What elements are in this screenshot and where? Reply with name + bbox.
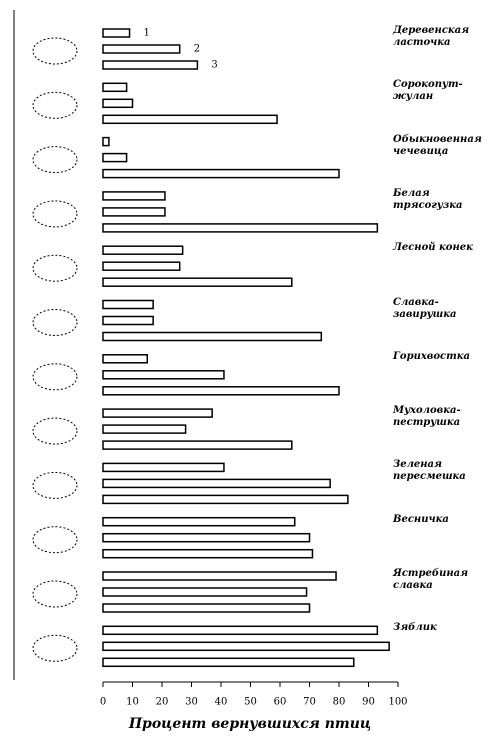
bar <box>102 478 331 489</box>
bar <box>102 191 166 201</box>
bar <box>102 641 390 652</box>
bar <box>102 516 296 527</box>
bird-icon <box>32 146 78 174</box>
bar <box>102 136 110 147</box>
bar <box>102 261 181 271</box>
bar <box>102 277 293 287</box>
species-label: Белая трясогузка <box>393 187 463 211</box>
bar <box>102 603 311 613</box>
bar <box>102 152 128 163</box>
species-label: Горихвостка <box>393 350 470 362</box>
species-label: Обыкновенная чечевица <box>393 133 482 157</box>
bird-icon <box>32 634 78 662</box>
bar <box>102 571 337 581</box>
bar <box>102 114 278 125</box>
bird-icon <box>32 254 78 282</box>
x-tick-label: 90 <box>362 697 375 708</box>
bar <box>102 98 134 109</box>
bar <box>102 370 225 380</box>
bar <box>102 223 379 233</box>
bar <box>102 168 340 179</box>
bar <box>102 28 131 38</box>
species-label: Весничка <box>393 513 449 525</box>
bird-icon <box>32 200 78 228</box>
bar <box>102 657 355 668</box>
x-tick-label: 100 <box>388 697 407 708</box>
species-label: Деревенская ласточка <box>393 25 470 48</box>
bar <box>102 408 213 418</box>
bar <box>102 82 128 93</box>
x-tick-label: 40 <box>215 697 228 708</box>
bar <box>102 331 323 342</box>
bar <box>102 44 181 54</box>
series-label: 2 <box>194 44 200 55</box>
bird-icon <box>32 471 78 499</box>
bird-icon <box>32 526 78 554</box>
x-tick-label: 20 <box>156 697 169 708</box>
series-label: 1 <box>144 28 150 39</box>
bar <box>102 60 199 70</box>
bar <box>102 207 166 217</box>
series-label: 3 <box>211 60 217 71</box>
bar <box>102 625 379 636</box>
bar <box>102 462 225 473</box>
bar <box>102 440 293 450</box>
x-tick-label: 80 <box>333 697 346 708</box>
bar <box>102 494 349 505</box>
bird-icon <box>32 309 78 336</box>
x-tick-label: 50 <box>244 697 257 708</box>
bar <box>102 299 154 310</box>
species-label: Славка-завирушка <box>393 296 457 320</box>
bar <box>102 315 154 326</box>
bar <box>102 587 308 597</box>
species-label: Мухоловка-пеструшка <box>393 405 461 429</box>
bar <box>102 532 311 543</box>
bar <box>102 354 148 364</box>
bar <box>102 386 340 396</box>
x-tick-label: 60 <box>274 697 287 708</box>
bird-icon <box>32 417 78 445</box>
x-tick-label: 70 <box>303 697 316 708</box>
species-label: Лесной конек <box>393 242 473 254</box>
bird-icon <box>32 37 78 65</box>
x-tick-label: 0 <box>100 697 106 708</box>
bird-icon <box>32 580 78 608</box>
bar <box>102 424 187 434</box>
species-label: Зяблик <box>393 622 437 634</box>
x-tick-label: 10 <box>126 697 139 708</box>
bar <box>102 548 314 559</box>
x-axis-label: Процент вернувшихся птиц <box>128 716 371 732</box>
species-label: Ястребиная славка <box>393 568 469 591</box>
x-tick-label: 30 <box>185 697 198 708</box>
species-label: Зеленая пересмешка <box>393 459 466 483</box>
bird-icon <box>32 91 78 119</box>
species-label: Сорокопут-жулан <box>393 79 463 103</box>
bird-icon <box>32 363 78 391</box>
bar <box>102 245 184 255</box>
